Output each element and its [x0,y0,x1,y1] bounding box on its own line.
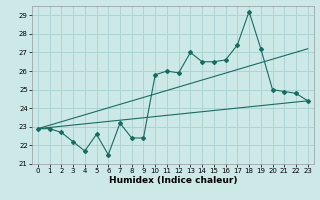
X-axis label: Humidex (Indice chaleur): Humidex (Indice chaleur) [108,176,237,185]
